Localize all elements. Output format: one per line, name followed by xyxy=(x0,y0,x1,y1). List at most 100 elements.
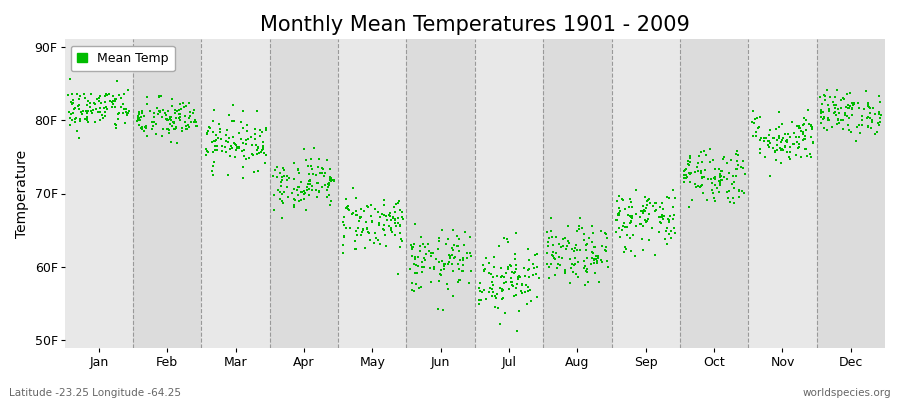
Point xyxy=(696,190,710,196)
Point xyxy=(218,144,232,151)
Point xyxy=(557,267,572,273)
Point xyxy=(796,122,810,128)
Point xyxy=(175,124,189,131)
Point xyxy=(445,244,459,251)
Point xyxy=(68,105,82,111)
Point xyxy=(248,131,263,138)
Point xyxy=(450,233,464,239)
Point xyxy=(436,261,451,268)
Point xyxy=(379,243,393,249)
Point xyxy=(830,120,844,127)
Point xyxy=(323,175,338,182)
Point xyxy=(585,239,599,246)
Point xyxy=(361,204,375,210)
Point xyxy=(753,134,768,141)
Point xyxy=(301,180,315,187)
Point xyxy=(452,248,466,255)
Point xyxy=(345,210,359,217)
Point xyxy=(666,216,680,222)
Point xyxy=(612,204,626,211)
Point xyxy=(212,120,226,127)
Point xyxy=(752,137,767,143)
Point xyxy=(802,121,816,128)
Point xyxy=(210,147,224,153)
Point xyxy=(238,140,253,147)
Point xyxy=(395,238,410,244)
Bar xyxy=(407,39,475,348)
Point xyxy=(153,108,167,115)
Point xyxy=(84,90,98,97)
Point xyxy=(706,195,721,202)
Point xyxy=(80,114,94,120)
Point xyxy=(691,168,706,174)
Point xyxy=(165,123,179,130)
Point xyxy=(526,272,540,278)
Point xyxy=(446,242,461,248)
Point xyxy=(389,223,403,229)
Point xyxy=(441,261,455,267)
Point xyxy=(783,156,797,162)
Point xyxy=(172,110,186,117)
Point xyxy=(207,107,221,113)
Point xyxy=(640,202,654,208)
Point xyxy=(175,128,189,134)
Point xyxy=(841,102,855,108)
Point xyxy=(290,187,304,193)
Point xyxy=(572,222,586,229)
Point xyxy=(832,120,846,126)
Point xyxy=(635,208,650,214)
Point xyxy=(378,232,392,238)
Point xyxy=(541,243,555,249)
Point xyxy=(814,108,828,114)
Point xyxy=(565,261,580,268)
Point xyxy=(825,123,840,130)
Point xyxy=(748,128,762,135)
Point xyxy=(579,242,593,248)
Point xyxy=(619,246,634,252)
Point xyxy=(662,195,676,201)
Point xyxy=(211,135,225,142)
Point xyxy=(828,94,842,100)
Point xyxy=(831,106,845,112)
Point xyxy=(580,266,594,272)
Point xyxy=(872,111,886,117)
Point xyxy=(434,267,448,273)
Point xyxy=(391,271,405,277)
Point xyxy=(567,244,581,251)
Point xyxy=(405,244,419,250)
Point xyxy=(455,268,470,274)
Point xyxy=(161,126,176,132)
Point xyxy=(872,93,886,100)
Point xyxy=(788,130,802,136)
Point xyxy=(590,260,604,266)
Point xyxy=(302,192,316,198)
Point xyxy=(169,124,184,130)
Point xyxy=(484,271,499,278)
Point xyxy=(578,263,592,270)
Point xyxy=(730,148,744,155)
Point xyxy=(433,272,447,279)
Point xyxy=(168,115,183,122)
Point xyxy=(112,92,127,98)
Point xyxy=(492,243,507,250)
Point xyxy=(373,214,387,220)
Point xyxy=(773,145,788,152)
Point xyxy=(287,186,302,193)
Point xyxy=(208,147,222,154)
Point xyxy=(852,105,867,112)
Point xyxy=(120,110,134,117)
Title: Monthly Mean Temperatures 1901 - 2009: Monthly Mean Temperatures 1901 - 2009 xyxy=(260,15,689,35)
Point xyxy=(412,243,427,250)
Point xyxy=(454,268,469,274)
Point xyxy=(447,254,462,260)
Point xyxy=(666,204,680,210)
Point xyxy=(711,177,725,184)
Point xyxy=(249,151,264,157)
Point xyxy=(549,250,563,256)
Point xyxy=(287,204,302,210)
Bar xyxy=(816,39,885,348)
Point xyxy=(505,282,519,289)
Point xyxy=(201,128,215,134)
Point xyxy=(98,113,112,120)
Point xyxy=(518,273,533,280)
